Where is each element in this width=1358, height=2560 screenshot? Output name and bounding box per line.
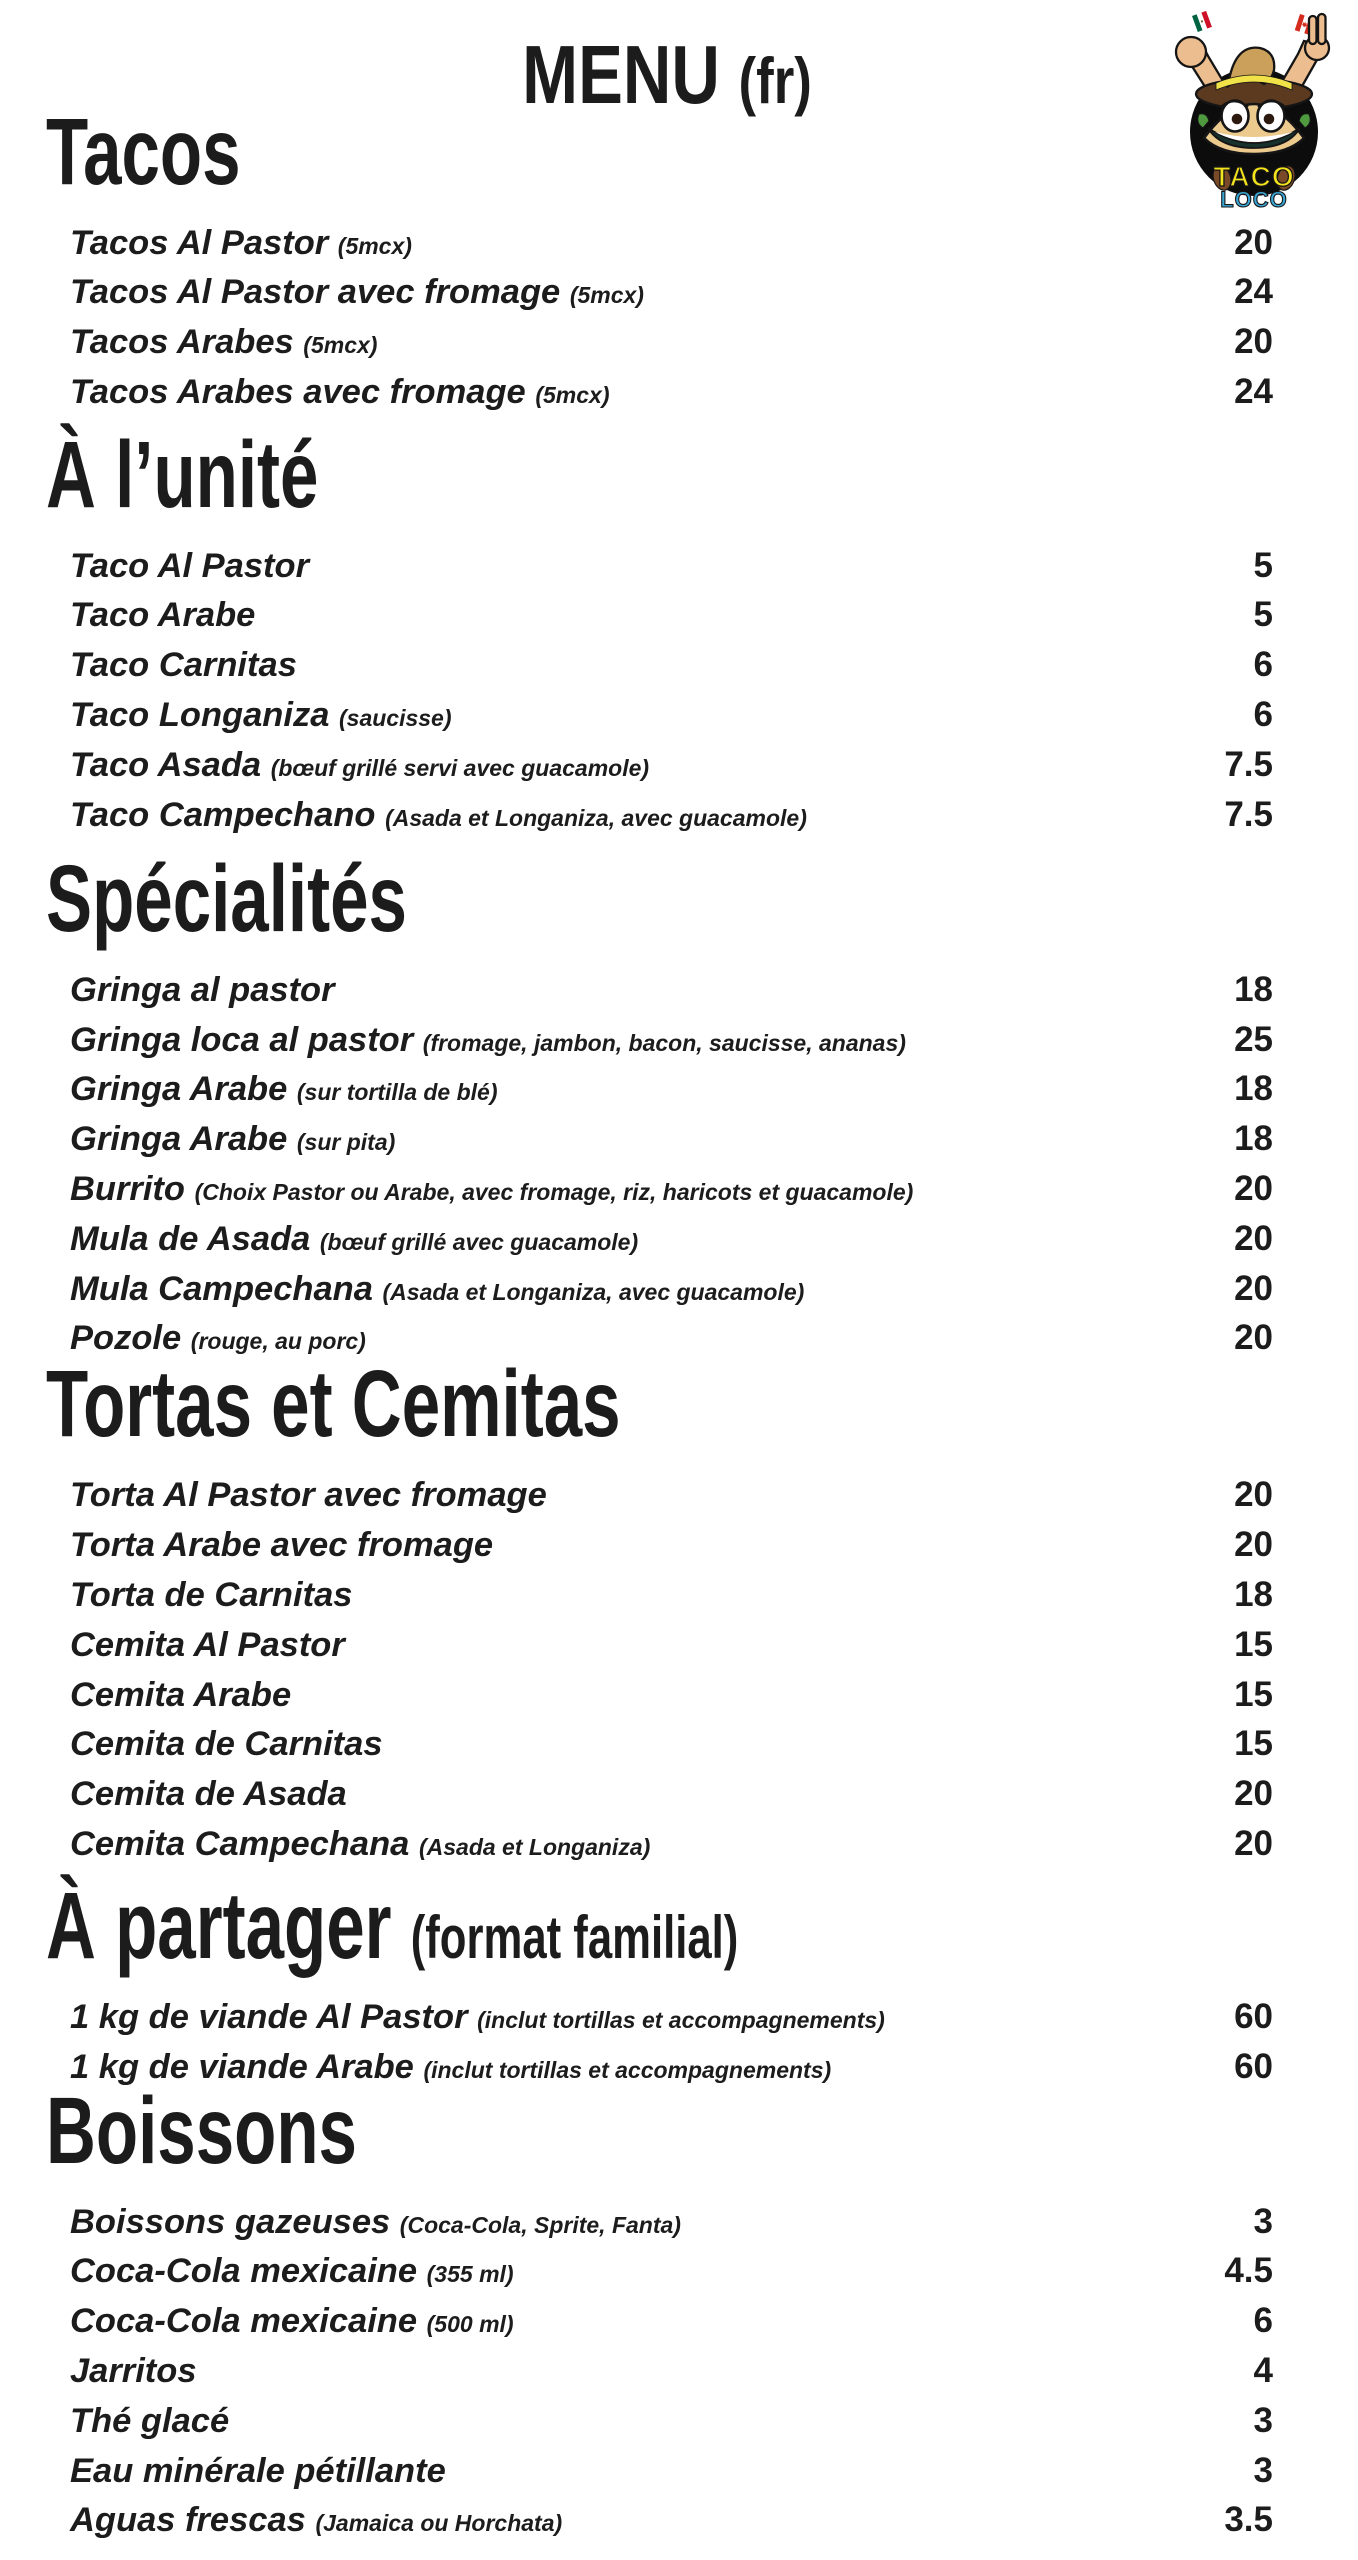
svg-text:LOCO: LOCO: [1220, 187, 1288, 208]
